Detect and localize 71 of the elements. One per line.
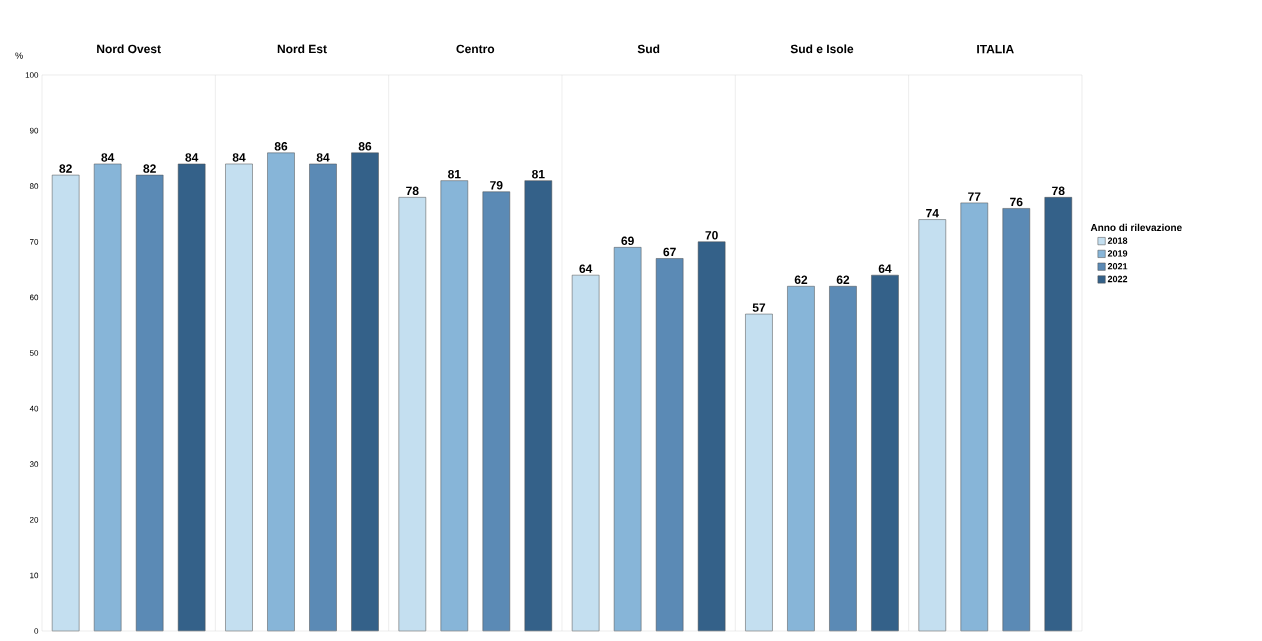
- bar: [225, 163, 253, 632]
- data-label: 62: [836, 275, 850, 285]
- data-label: 82: [143, 164, 156, 173]
- data-label: 81: [448, 169, 461, 179]
- data-label: 57: [752, 303, 766, 312]
- y-tick-label: 20: [29, 516, 39, 523]
- bar: [309, 163, 337, 632]
- bar: [524, 180, 553, 632]
- data-label: 84: [101, 153, 115, 162]
- data-label: 70: [705, 231, 718, 240]
- y-tick-label: 30: [29, 461, 39, 468]
- data-label: 64: [878, 264, 892, 273]
- bar: [267, 152, 295, 632]
- y-tick-label: 0: [34, 628, 39, 634]
- y-tick-label: 100: [25, 72, 39, 78]
- data-label: 84: [316, 153, 330, 162]
- y-tick-label: 90: [29, 127, 39, 134]
- bar: [829, 286, 857, 632]
- data-label: 84: [232, 153, 246, 162]
- x-tick-label: Sud: [637, 44, 660, 54]
- data-label: 81: [532, 169, 545, 179]
- data-label: 78: [1052, 186, 1065, 196]
- y-tick-label: 40: [29, 405, 39, 412]
- data-label: 78: [406, 186, 419, 196]
- x-tick-label: Centro: [456, 44, 495, 54]
- bar: [655, 258, 684, 632]
- data-label: 79: [490, 181, 503, 190]
- data-label: 69: [621, 236, 634, 246]
- bar: [871, 274, 899, 632]
- y-tick-label: 10: [30, 572, 39, 579]
- bar: [398, 197, 427, 632]
- bar: [918, 219, 947, 632]
- data-label: 67: [663, 247, 676, 257]
- data-label: 62: [794, 275, 808, 285]
- y-tick-label: 50: [29, 350, 39, 356]
- legend-title: Anno di rilevazione: [1090, 223, 1182, 232]
- data-label: 64: [579, 264, 593, 273]
- legend-label: 2022: [1107, 275, 1128, 283]
- data-label: 86: [274, 142, 288, 151]
- bar: [440, 180, 469, 632]
- bar: [787, 286, 815, 632]
- x-tick-label: Nord Est: [277, 44, 327, 54]
- x-tick-label: ITALIA: [977, 44, 1014, 54]
- bar: [571, 274, 600, 632]
- legend-label: 2019: [1107, 250, 1128, 257]
- data-label: 84: [185, 153, 199, 162]
- y-tick-label: 60: [29, 294, 39, 301]
- x-tick-label: Nord Ovest: [97, 44, 161, 54]
- data-label: 74: [926, 209, 939, 218]
- data-label: 82: [59, 164, 72, 173]
- bar: [93, 163, 122, 632]
- data-label: 86: [358, 142, 372, 151]
- bar: [960, 202, 989, 632]
- bar: [1044, 197, 1073, 632]
- bar: [697, 241, 726, 632]
- data-label: 76: [1010, 197, 1023, 207]
- bar: [351, 152, 379, 632]
- bar: [135, 174, 164, 632]
- x-tick-label: Sud e Isole: [790, 44, 854, 54]
- y-tick-label: 80: [29, 183, 39, 190]
- legend-label: 2021: [1107, 263, 1128, 270]
- y-tick-label: 70: [29, 238, 39, 245]
- bar: [482, 191, 511, 632]
- bar: [177, 163, 206, 632]
- bar: [745, 313, 773, 632]
- bar: [51, 174, 80, 632]
- bar: [613, 247, 642, 632]
- y-axis-title: %: [15, 52, 23, 59]
- legend-label: 2018: [1107, 237, 1128, 244]
- data-label: 77: [968, 192, 981, 201]
- bar: [1002, 208, 1031, 632]
